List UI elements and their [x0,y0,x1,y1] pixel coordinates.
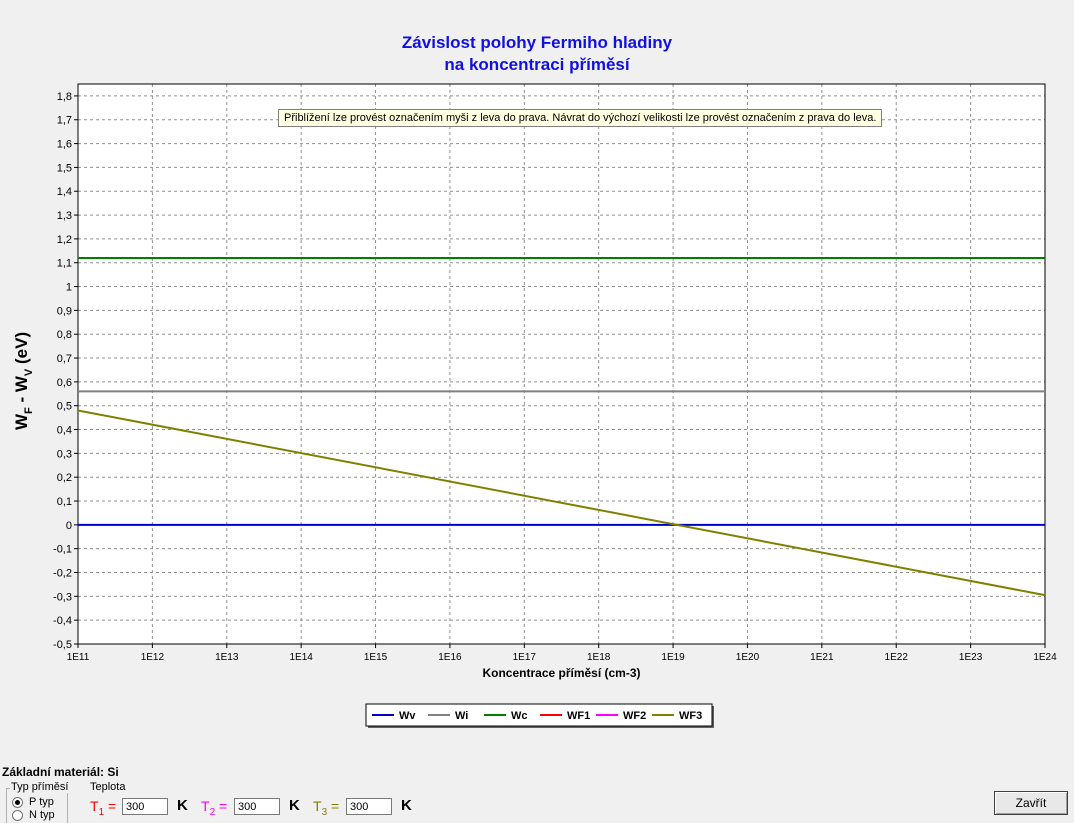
y-tick-label: 1,6 [57,139,72,151]
t1-unit: K [177,797,188,814]
y-tick-label: 0,7 [57,353,72,365]
dopant-type-caption: Typ příměsí [10,781,70,793]
t2-sub: 2 [209,806,216,818]
t3-label: T3 = [313,798,339,818]
chart[interactable]: 1E11 1E12 1E13 1E14 1E15 1E16 1E17 1E18 1E19 1E20… [0,0,1074,740]
x-tick-label: 1E12 [141,652,165,663]
y-tick-label: 0,3 [57,448,72,460]
y-tick-label: 0 [66,520,72,532]
y-tick-label: 1 [66,282,72,294]
t3-eq: = [327,798,340,814]
y-tick-label: -0,1 [53,544,72,556]
x-tick-label: 1E19 [661,652,685,663]
series-line-wf3 [77,409,1046,597]
x-tick-label: 1E13 [215,652,239,663]
radio-n-indicator[interactable] [12,809,23,821]
legend-label-wc: Wc [511,710,528,722]
radio-n-label: N typ [29,809,55,821]
x-tick-label: 1E20 [736,652,760,663]
x-tick-label: 1E21 [810,652,834,663]
legend-label-wf2: WF2 [623,710,646,722]
y-tick-label: 1,7 [57,115,72,127]
t3-letter: T [313,798,322,814]
x-tick-label: 1E22 [885,652,909,663]
t1-sub: 1 [98,806,105,818]
t2-letter: T [201,798,210,814]
x-tick-label: 1E18 [587,652,611,663]
y-tick-label: -0,5 [53,639,72,651]
t2-label: T2 = [201,798,227,818]
t3-sub: 3 [321,806,328,818]
x-tick-label: 1E15 [364,652,388,663]
y-tick-label: 1,3 [57,210,72,222]
t1-letter: T [90,798,99,814]
t3-input[interactable] [346,798,392,815]
legend-box [365,703,713,727]
y-tick-label: 1,2 [57,234,72,246]
y-tick-label: 1,5 [57,162,72,174]
y-tick-label: 0,2 [57,472,72,484]
legend-label-wf1: WF1 [567,710,590,722]
y-tick-label: 0,9 [57,305,72,317]
x-tick-label: 1E16 [438,652,462,663]
zoom-tooltip: Přiblížení lze provést označením myši z … [278,109,883,127]
y-tick-label: 0,4 [57,425,72,437]
y-tick-label: 0,6 [57,377,72,389]
y-tick-label: -0,2 [53,568,72,580]
y-tick-label: 1,8 [57,91,72,103]
plot-area[interactable] [78,84,1045,644]
y-tick-label: -0,3 [53,591,72,603]
radio-n-type[interactable]: N typ [12,809,55,821]
t1-label: T1 = [90,798,116,818]
t1-eq: = [104,798,117,814]
legend-label-wf3: WF3 [679,710,702,722]
plot-border [77,83,1046,645]
t2-input[interactable] [234,798,280,815]
t3-unit: K [401,797,412,814]
x-tick-label: 1E17 [513,652,537,663]
material-label: Základní materiál: Si [2,765,119,779]
y-axis-title: WF - WV (eV) [12,332,35,430]
y-tick-label: 1,4 [57,186,72,198]
chart-title-line2: na koncentraci příměsí [444,55,630,74]
x-tick-label: 1E23 [959,652,983,663]
x-tick-label: 1E14 [289,652,313,663]
y-tick-label: -0,4 [53,615,72,627]
legend-label-wv: Wv [399,710,416,722]
radio-p-type[interactable]: P typ [12,796,54,808]
y-tick-label: 0,1 [57,496,72,508]
x-axis-title: Koncentrace příměsí (cm-3) [482,666,640,680]
legend-label-wi: Wi [455,710,468,722]
chart-title-line1: Závislost polohy Fermiho hladiny [401,33,673,52]
t2-eq: = [215,798,228,814]
y-tick-label: 1,1 [57,258,72,270]
y-tick-label: 0,8 [57,329,72,341]
close-button[interactable]: Zavřít [994,791,1068,815]
x-tick-label: 1E11 [67,652,90,663]
y-tick-label: 0,5 [57,401,72,413]
temperature-label: Teplota [90,781,126,793]
radio-p-indicator[interactable] [12,796,23,808]
radio-p-label: P typ [29,796,54,808]
t1-input[interactable] [122,798,168,815]
x-tick-label: 1E24 [1033,652,1057,663]
t2-unit: K [289,797,300,814]
